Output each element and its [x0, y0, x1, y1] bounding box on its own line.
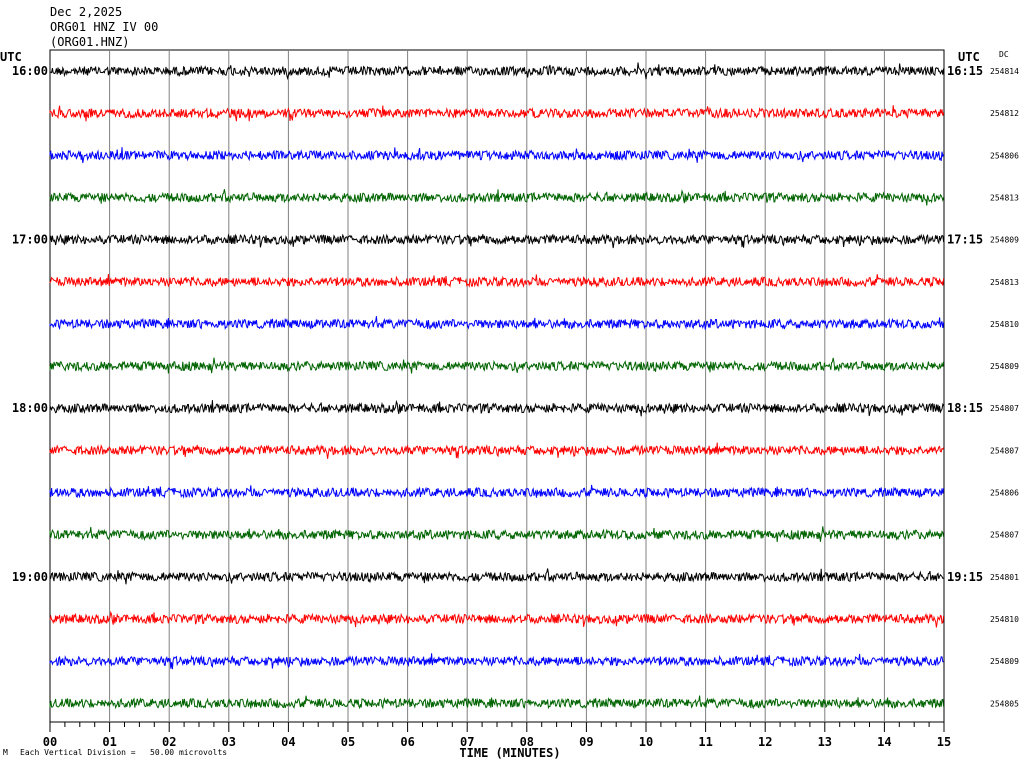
- row-start-time: 19:00: [12, 570, 48, 584]
- x-tick-label: 08: [520, 735, 534, 749]
- row-dc-value: 254809: [990, 657, 1019, 666]
- row-dc-value: 254806: [990, 489, 1019, 498]
- row-end-time: 18:15: [947, 401, 983, 415]
- trace-line: [49, 653, 944, 670]
- corner-mark: M: [3, 748, 8, 757]
- row-end-time: 17:15: [947, 233, 983, 247]
- row-start-time: 16:00: [12, 64, 48, 78]
- x-tick-label: 12: [758, 735, 772, 749]
- row-dc-value: 254814: [990, 67, 1019, 76]
- row-start-time: 18:00: [12, 401, 48, 415]
- header-channel: (ORG01.HNZ): [50, 35, 130, 49]
- dc-column-label: DC: [999, 50, 1009, 59]
- row-dc-value: 254813: [990, 278, 1019, 287]
- left-utc-label: UTC: [0, 50, 22, 64]
- row-dc-value: 254810: [990, 320, 1019, 329]
- x-tick-label: 04: [281, 735, 295, 749]
- row-end-time: 16:15: [947, 64, 983, 78]
- x-tick-label: 09: [579, 735, 593, 749]
- row-dc-value: 254806: [990, 151, 1019, 160]
- row-dc-value: 254807: [990, 404, 1019, 413]
- row-dc-value: 254812: [990, 109, 1019, 118]
- trace-line: [49, 526, 945, 543]
- trace-line: [49, 147, 945, 164]
- trace-line: [49, 484, 945, 499]
- x-tick-label: 11: [698, 735, 712, 749]
- trace-line: [49, 316, 945, 331]
- trace-line: [49, 233, 945, 249]
- x-tick-label: 02: [162, 735, 176, 749]
- scale-note: Each Vertical Division = 50.00 microvolt…: [20, 748, 228, 757]
- row-dc-value: 254809: [990, 362, 1019, 371]
- row-start-time: 17:00: [12, 233, 48, 247]
- row-dc-value: 254807: [990, 531, 1019, 540]
- x-tick-label: 14: [877, 735, 891, 749]
- row-dc-value: 254810: [990, 615, 1019, 624]
- trace-line: [49, 695, 945, 710]
- trace-line: [49, 568, 944, 585]
- row-dc-value: 254807: [990, 446, 1019, 455]
- row-dc-value: 254813: [990, 193, 1019, 202]
- x-tick-label: 01: [102, 735, 116, 749]
- x-tick-label: 15: [937, 735, 951, 749]
- header-station: ORG01 HNZ IV 00: [50, 20, 159, 34]
- x-axis-title: TIME (MINUTES): [459, 746, 560, 760]
- x-tick-label: 13: [818, 735, 832, 749]
- trace-line: [49, 442, 945, 459]
- trace-line: [49, 399, 945, 417]
- x-tick-label: 06: [400, 735, 414, 749]
- trace-line: [49, 357, 945, 374]
- trace-line: [49, 273, 945, 288]
- row-dc-value: 254809: [990, 236, 1019, 245]
- trace-line: [49, 189, 945, 206]
- header-date: Dec 2,2025: [50, 5, 123, 19]
- x-tick-label: 00: [43, 735, 57, 749]
- x-tick-label: 10: [639, 735, 653, 749]
- row-end-time: 19:15: [947, 570, 983, 584]
- trace-line: [49, 105, 945, 122]
- x-tick-label: 03: [222, 735, 236, 749]
- right-utc-label: UTC: [958, 50, 980, 64]
- trace-line: [49, 62, 945, 81]
- x-tick-label: 07: [460, 735, 474, 749]
- x-tick-label: 05: [341, 735, 355, 749]
- row-dc-value: 254801: [990, 573, 1019, 582]
- trace-line: [49, 610, 945, 628]
- row-dc-value: 254805: [990, 699, 1019, 708]
